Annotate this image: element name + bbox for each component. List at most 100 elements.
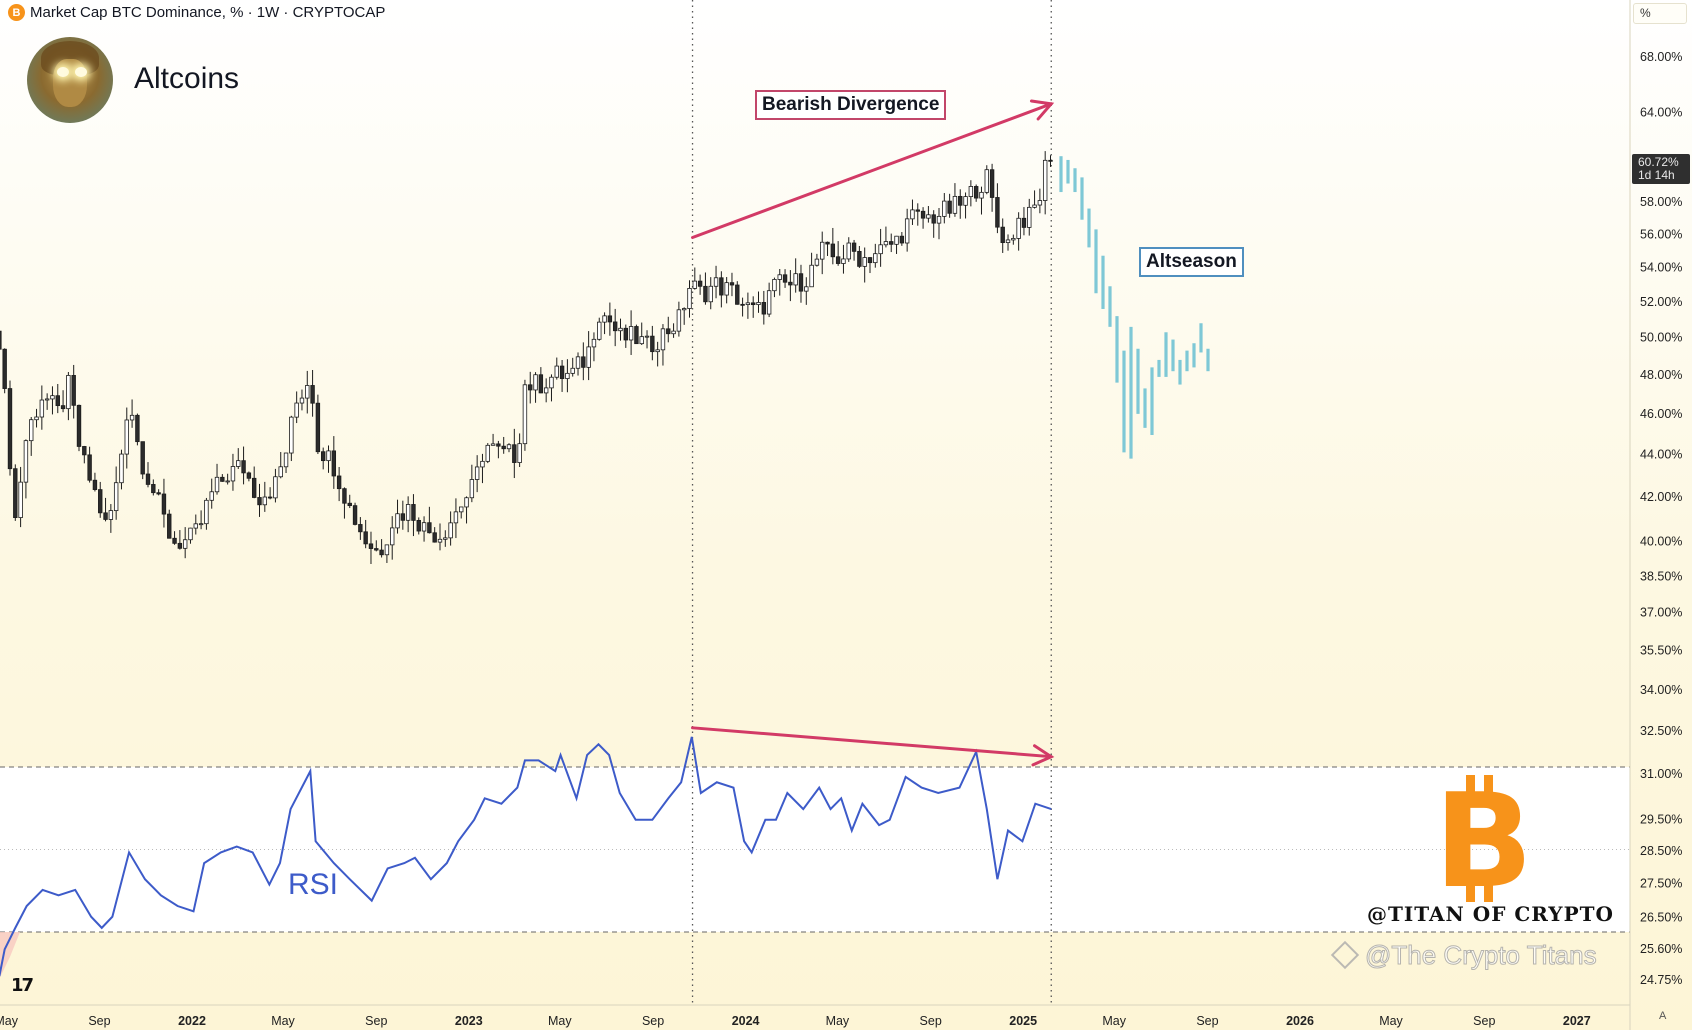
candle-body bbox=[713, 277, 719, 287]
candle bbox=[129, 399, 135, 428]
y-tick-label: 26.50% bbox=[1640, 910, 1682, 924]
y-tick-label: 42.00% bbox=[1640, 490, 1682, 504]
candle bbox=[289, 415, 294, 462]
candle-body bbox=[554, 365, 559, 378]
binance-logo-icon bbox=[1330, 940, 1360, 970]
candle-body bbox=[708, 285, 713, 303]
candle bbox=[660, 324, 666, 366]
candle bbox=[480, 453, 485, 484]
candle bbox=[236, 448, 241, 470]
candle-body bbox=[87, 454, 92, 481]
candle-body bbox=[321, 451, 326, 462]
arrow-shaft bbox=[691, 102, 1053, 240]
candle-body bbox=[172, 537, 177, 544]
candles bbox=[0, 151, 1053, 565]
candle bbox=[496, 440, 501, 459]
candle-body bbox=[336, 475, 342, 490]
candle-body bbox=[103, 512, 108, 520]
x-tick-label: Sep bbox=[920, 1014, 942, 1028]
candle-body bbox=[904, 218, 910, 244]
candle-body bbox=[124, 419, 129, 455]
candle-body bbox=[225, 480, 230, 483]
candle-body bbox=[878, 244, 883, 255]
y-tick-label: 64.00% bbox=[1640, 105, 1682, 119]
candle-body bbox=[108, 510, 114, 520]
candle bbox=[973, 184, 979, 202]
candle-body bbox=[82, 446, 87, 456]
candle bbox=[729, 272, 735, 297]
candle-body bbox=[660, 328, 666, 351]
candle bbox=[512, 428, 517, 479]
auto-scale-button[interactable]: A bbox=[1659, 1010, 1667, 1022]
bitcoin-icon: B bbox=[8, 4, 25, 21]
candle bbox=[559, 359, 565, 392]
candle bbox=[405, 496, 411, 533]
y-tick-label: 40.00% bbox=[1640, 534, 1682, 548]
candle-body bbox=[522, 384, 528, 445]
candle bbox=[947, 193, 952, 218]
candle-body bbox=[602, 315, 607, 323]
x-tick-label: May bbox=[826, 1014, 850, 1028]
candle-body bbox=[257, 497, 262, 506]
candle bbox=[1027, 198, 1032, 236]
candle bbox=[899, 232, 905, 246]
candle-body bbox=[559, 365, 565, 379]
candle-body bbox=[1011, 238, 1016, 241]
candle-body bbox=[299, 397, 305, 404]
candle bbox=[411, 494, 416, 537]
candle-body bbox=[963, 196, 968, 206]
x-tick-label: Sep bbox=[1196, 1014, 1218, 1028]
candle bbox=[995, 183, 1000, 234]
y-tick-label: 24.75% bbox=[1640, 973, 1682, 987]
candle-body bbox=[820, 241, 825, 260]
candle-body bbox=[0, 330, 2, 350]
candle bbox=[474, 455, 480, 493]
altseason-label[interactable]: Altseason bbox=[1139, 247, 1244, 277]
y-tick-label: 44.00% bbox=[1640, 447, 1682, 461]
symbol-title[interactable]: Market Cap BTC Dominance, % · 1W · CRYPT… bbox=[30, 4, 386, 21]
candle-body bbox=[23, 440, 29, 483]
candle bbox=[230, 453, 236, 491]
candle bbox=[151, 479, 156, 496]
candle-body bbox=[846, 242, 851, 260]
candle bbox=[575, 352, 581, 376]
candle-body bbox=[581, 356, 586, 368]
bearish-divergence-label[interactable]: Bearish Divergence bbox=[755, 90, 947, 120]
y-tick-label: 52.00% bbox=[1640, 295, 1682, 309]
candle bbox=[612, 308, 618, 347]
y-tick-label: 58.00% bbox=[1640, 195, 1682, 209]
candle-body bbox=[804, 286, 809, 292]
candle bbox=[740, 297, 745, 317]
price-axis[interactable]: 68.00% 64.00% 58.00% 56.00% 54.00% 52.00% 50.0… bbox=[1640, 50, 1682, 987]
vertical-markers bbox=[691, 0, 1052, 1005]
candle bbox=[92, 472, 98, 492]
scale-mode-button[interactable]: % bbox=[1633, 3, 1687, 24]
candle-body bbox=[761, 302, 767, 315]
candle bbox=[331, 436, 337, 489]
candle-body bbox=[1048, 159, 1053, 162]
candle bbox=[1037, 188, 1043, 214]
y-tick-label: 27.50% bbox=[1640, 877, 1682, 891]
candle bbox=[926, 206, 931, 223]
x-tick-label: 2027 bbox=[1563, 1014, 1591, 1028]
candle bbox=[628, 310, 634, 355]
candle bbox=[193, 514, 198, 535]
candle bbox=[867, 257, 873, 274]
candle-body bbox=[666, 328, 671, 335]
time-axis[interactable]: May Sep 2022 May Sep 2023 May Sep 2024 May Sep 2025… bbox=[0, 1014, 1591, 1028]
candle bbox=[262, 481, 268, 512]
candle-body bbox=[113, 482, 119, 512]
candle-body bbox=[915, 209, 920, 212]
candle-body bbox=[740, 303, 745, 306]
candle bbox=[7, 380, 13, 476]
candle bbox=[745, 292, 751, 319]
candle-body bbox=[448, 522, 453, 539]
candle bbox=[50, 386, 55, 415]
candle bbox=[1032, 190, 1037, 209]
candle bbox=[278, 452, 283, 479]
candle-body bbox=[528, 384, 533, 391]
y-tick-label: 25.60% bbox=[1640, 942, 1682, 956]
candle-body bbox=[294, 402, 299, 418]
tradingview-logo-icon[interactable]: 17 bbox=[11, 975, 34, 996]
